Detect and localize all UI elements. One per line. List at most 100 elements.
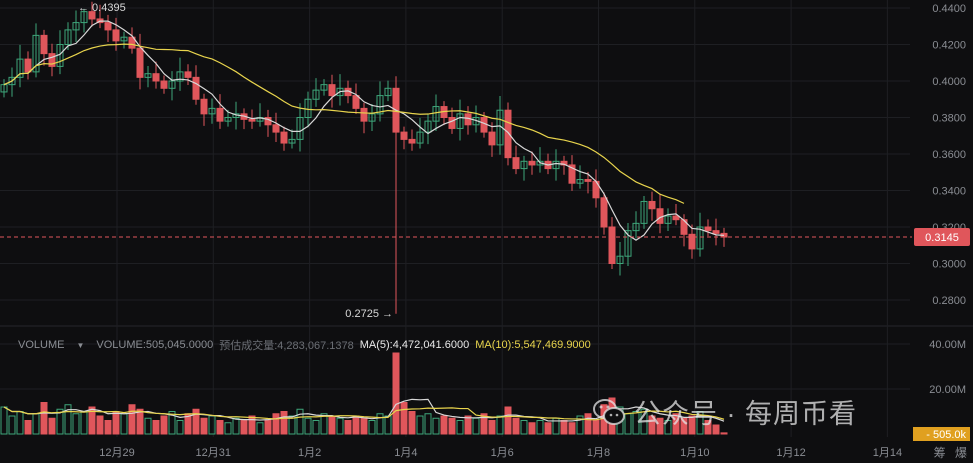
date-tick-label: 12月31	[196, 447, 231, 459]
volume-bar	[648, 415, 656, 435]
price-tick-label: 0.4400	[932, 3, 966, 15]
estimated-volume: 预估成交量:4,283,067.1378	[219, 340, 354, 352]
candle-body	[408, 138, 416, 144]
volume-bar	[520, 420, 528, 435]
burst-button[interactable]: 爆	[954, 446, 967, 460]
volume-tick-label: 40.00M	[929, 339, 966, 351]
volume-bar	[488, 420, 496, 435]
ma-long-line	[3, 43, 685, 204]
volume-bar	[208, 415, 216, 435]
volume-bar	[112, 411, 120, 435]
date-tick-label: 1月2	[298, 447, 321, 459]
candle-body	[248, 118, 256, 122]
volume-bar	[160, 415, 168, 435]
volume-bar	[704, 420, 712, 435]
chart-tools: 筹 爆	[934, 444, 967, 461]
volume-indicator-name[interactable]: VOLUME	[18, 339, 65, 351]
volume-bar	[240, 420, 248, 435]
wechat-icon	[593, 398, 625, 425]
candle-body	[216, 107, 224, 122]
price-tick-label: 0.2800	[932, 295, 966, 307]
candle-body	[296, 117, 304, 140]
volume-bar	[216, 420, 224, 435]
candle-body	[704, 226, 712, 232]
volume-bar	[104, 420, 112, 435]
candle-body	[200, 98, 208, 115]
candle-body	[520, 160, 528, 170]
candle-body	[552, 160, 560, 170]
candle-body	[672, 215, 680, 221]
price-tick-label: 0.3400	[932, 186, 966, 198]
low-price-annotation: 0.2725 →	[345, 308, 393, 320]
volume-bar	[288, 415, 296, 435]
volume-bar	[360, 417, 368, 435]
volume-bar	[464, 415, 472, 435]
candle-body	[432, 106, 440, 122]
volume-bar	[152, 420, 160, 435]
candle-body	[616, 255, 624, 265]
candle-body	[8, 76, 16, 86]
volume-bar	[328, 415, 336, 435]
date-tick-label: 1月12	[776, 447, 805, 459]
volume-bar	[280, 411, 288, 435]
volume-bar	[592, 420, 600, 435]
current-volume-label: - 505.0k	[926, 429, 966, 441]
candle-body	[456, 113, 464, 129]
candle-body	[584, 179, 592, 182]
volume-bar	[56, 408, 64, 435]
volume-bar	[192, 408, 200, 435]
candle-body	[488, 131, 496, 146]
volume-bar	[352, 415, 360, 435]
price-tick-label: 0.3800	[932, 113, 966, 125]
volume-bar	[24, 420, 32, 435]
volume-bar	[344, 420, 352, 435]
volume-bar	[0, 406, 8, 435]
volume-bar	[48, 417, 56, 435]
volume-bar	[16, 411, 24, 435]
candle-body	[712, 230, 720, 234]
volume-bar	[40, 402, 48, 435]
candle-body	[360, 107, 368, 122]
chevron-down-icon[interactable]: ▼	[76, 340, 85, 350]
volume-bar	[264, 420, 272, 435]
candle-body	[176, 71, 184, 82]
volume-ma5: MA(5):4,472,041.6000	[359, 339, 470, 351]
volume-bar	[504, 406, 512, 435]
candle-body	[224, 117, 232, 122]
volume-bar	[480, 413, 488, 435]
candle-body	[328, 84, 336, 97]
candle-body	[160, 80, 168, 89]
candle-body	[496, 109, 504, 146]
volume-bar	[144, 417, 152, 435]
volume-bar	[568, 422, 576, 435]
date-tick-label: 1月10	[680, 447, 709, 459]
volume-bar	[664, 420, 672, 435]
volume-bar	[336, 417, 344, 435]
watermark: 公众号 · 每周币看	[592, 392, 857, 431]
candle-body	[560, 160, 568, 166]
candle-body	[416, 131, 424, 144]
volume-bar	[680, 417, 688, 435]
price-tick-label: 0.3600	[932, 149, 966, 161]
current-price-badge	[914, 228, 970, 247]
date-tick-label: 1月14	[873, 447, 902, 459]
candle-body	[112, 29, 120, 42]
candle-body	[424, 120, 432, 133]
chips-button[interactable]: 筹	[933, 446, 946, 460]
volume-bar	[272, 413, 280, 435]
volume-bar	[512, 417, 520, 435]
volume-bar	[432, 417, 440, 435]
date-tick-label: 1月4	[394, 447, 417, 459]
ma-short-line	[3, 20, 725, 241]
volume-bar	[176, 420, 184, 435]
date-tick-label: 1月8	[587, 447, 610, 459]
candle-body	[608, 226, 616, 264]
candle-body	[208, 107, 216, 115]
volume-tick-label: 20.00M	[929, 384, 966, 396]
candle-body	[184, 71, 192, 78]
candle-body	[24, 58, 32, 73]
volume-bar	[312, 420, 320, 435]
volume-bar	[64, 404, 72, 435]
current-volume-badge	[913, 427, 970, 441]
